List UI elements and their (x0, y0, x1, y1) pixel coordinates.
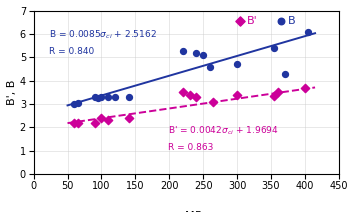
Point (126, 116, 131, 120)
Text: R = 0.863: R = 0.863 (168, 143, 213, 152)
Text: B = 0.0085$\sigma_{ci}$ + 2.5162: B = 0.0085$\sigma_{ci}$ + 2.5162 (49, 29, 157, 41)
Y-axis label: B', B: B', B (7, 80, 17, 105)
Point (75, 121, 81, 124)
Point (193, 95, 199, 99)
Text: $\sigma_{ci}$, MPa: $\sigma_{ci}$, MPa (164, 210, 209, 212)
Point (234, 93, 240, 96)
Point (207, 65, 213, 68)
Point (305, 30, 311, 33)
Point (211, 100, 216, 103)
Point (71, 121, 77, 124)
Text: R = 0.840: R = 0.840 (49, 47, 94, 56)
Point (272, 46, 277, 50)
Text: B': B' (247, 16, 258, 26)
Point (193, 51, 199, 54)
Text: B: B (288, 16, 296, 26)
Point (278, 20, 284, 23)
Point (99, 95, 104, 99)
Point (237, 20, 243, 23)
Point (200, 53, 206, 57)
Point (75, 101, 81, 105)
Point (99, 116, 104, 120)
Text: B' = 0.0042$\sigma_{ci}$ + 1.9694: B' = 0.0042$\sigma_{ci}$ + 1.9694 (168, 125, 279, 137)
Point (105, 119, 111, 122)
Point (92, 121, 98, 124)
Point (180, 49, 186, 52)
Point (126, 95, 131, 99)
Point (234, 63, 240, 66)
Point (302, 86, 308, 89)
Point (187, 93, 192, 96)
Point (92, 95, 98, 99)
Point (95, 96, 101, 100)
Point (282, 72, 288, 75)
Point (71, 102, 77, 106)
Point (180, 91, 186, 94)
Point (275, 91, 280, 94)
Point (112, 95, 118, 99)
Point (105, 95, 111, 99)
Point (272, 94, 277, 98)
